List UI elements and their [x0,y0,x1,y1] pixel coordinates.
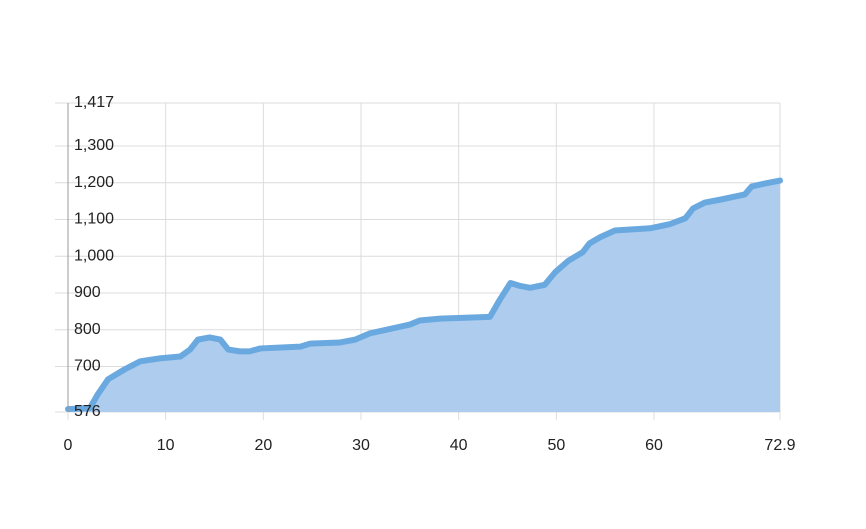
y-tick-label: 800 [74,321,101,338]
y-tick-label: 1,417 [74,94,114,111]
y-tick-label: 576 [74,403,101,420]
area-fill [68,180,780,412]
x-tick-label: 72.9 [764,437,795,454]
x-tick-label: 10 [157,437,175,454]
x-tick-label: 40 [450,437,468,454]
x-tick-label: 50 [547,437,565,454]
y-tick-label: 1,000 [74,247,114,264]
y-tick-label: 700 [74,358,101,375]
y-tick-label: 1,300 [74,137,114,154]
y-tick-label: 1,200 [74,174,114,191]
x-tick-label: 0 [64,437,73,454]
x-tick-label: 60 [645,437,663,454]
y-tick-label: 1,100 [74,211,114,228]
x-tick-label: 30 [352,437,370,454]
y-tick-label: 900 [74,284,101,301]
area-line [65,177,783,413]
x-tick-label: 20 [254,437,272,454]
